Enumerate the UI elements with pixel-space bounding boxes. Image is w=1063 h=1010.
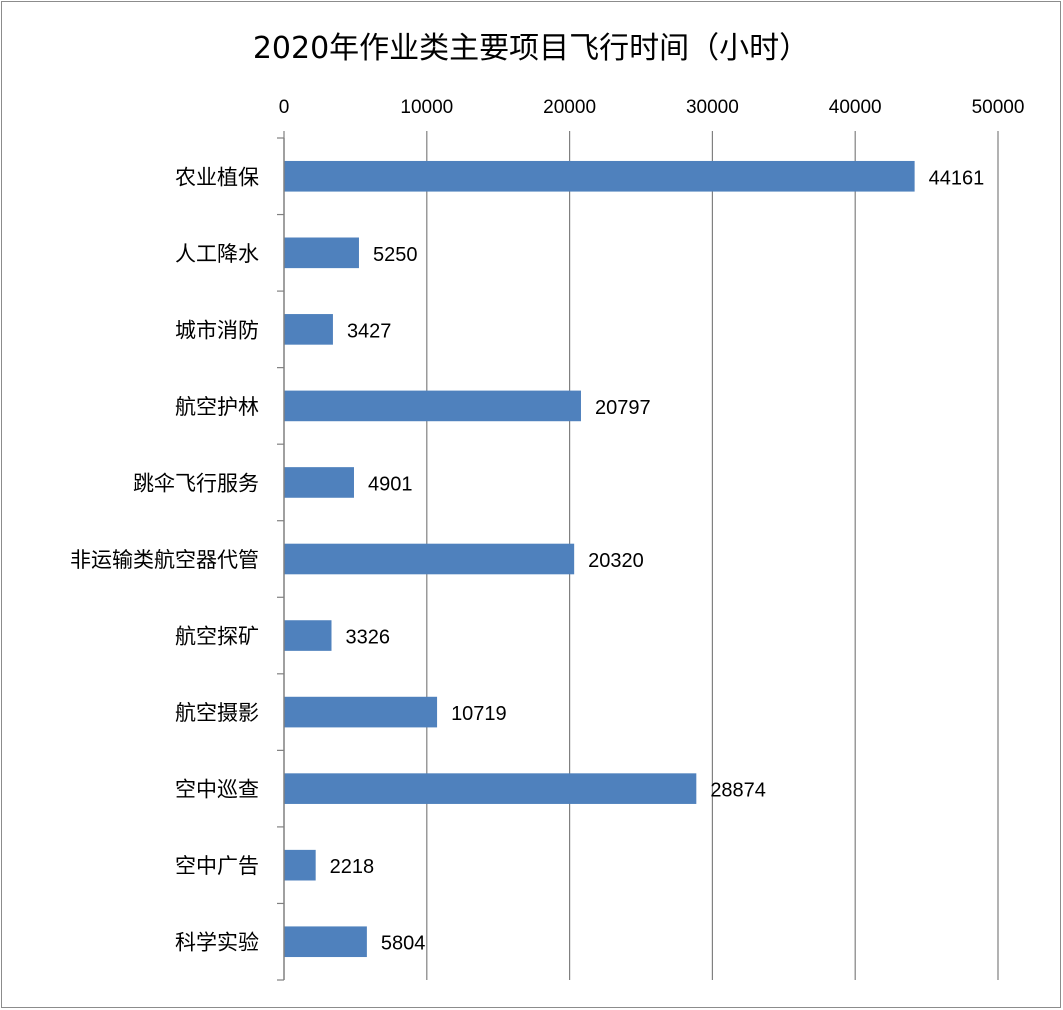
value-label-10: 5804 bbox=[381, 933, 426, 955]
value-label-8: 28874 bbox=[710, 780, 766, 802]
bar-2 bbox=[284, 314, 333, 345]
bar-9 bbox=[284, 849, 316, 881]
category-label-5: 非运输类航空器代管 bbox=[70, 548, 259, 572]
tick-label-30000: 30000 bbox=[686, 97, 739, 118]
tick-label-0: 0 bbox=[279, 97, 290, 118]
value-label-4: 4901 bbox=[368, 473, 413, 495]
bar-8 bbox=[284, 773, 697, 804]
tick-label-20000: 20000 bbox=[543, 97, 596, 118]
category-label-7: 航空摄影 bbox=[175, 701, 259, 725]
category-label-0: 农业植保 bbox=[175, 165, 259, 189]
value-label-7: 10719 bbox=[451, 703, 507, 725]
category-label-8: 空中巡查 bbox=[175, 778, 259, 802]
category-label-9: 空中广告 bbox=[175, 854, 259, 878]
bar-0 bbox=[284, 160, 915, 192]
bar-6 bbox=[284, 620, 332, 651]
category-label-3: 航空护林 bbox=[175, 395, 259, 419]
value-label-5: 20320 bbox=[588, 550, 644, 572]
y-axis bbox=[277, 137, 285, 981]
x-axis-ticks: 0 10000 20000 30000 40000 50000 bbox=[279, 97, 1025, 138]
chart-title: 2020年作业类主要项目飞行时间（小时） bbox=[253, 31, 809, 66]
bar-7 bbox=[284, 696, 438, 728]
category-label-10: 科学实验 bbox=[175, 931, 259, 955]
value-label-9: 2218 bbox=[330, 856, 375, 878]
tick-label-10000: 10000 bbox=[400, 97, 453, 118]
bar-4 bbox=[284, 467, 354, 498]
category-label-1: 人工降水 bbox=[175, 242, 259, 266]
bars bbox=[284, 160, 915, 958]
value-label-0: 44161 bbox=[929, 167, 985, 189]
category-label-6: 航空探矿 bbox=[175, 625, 259, 649]
value-label-2: 3427 bbox=[347, 320, 392, 342]
value-labels: 44161 5250 3427 20797 4901 20320 3326 10719 2887… bbox=[330, 167, 985, 954]
bar-1 bbox=[284, 237, 359, 269]
bar-10 bbox=[284, 926, 367, 958]
tick-label-40000: 40000 bbox=[829, 97, 882, 118]
category-labels: 农业植保人工降水城市消防航空护林跳伞飞行服务非运输类航空器代管航空探矿航空摄影空… bbox=[70, 165, 259, 954]
value-label-3: 20797 bbox=[595, 397, 651, 419]
value-label-1: 5250 bbox=[373, 244, 418, 266]
value-label-6: 3326 bbox=[345, 627, 390, 649]
bar-5 bbox=[284, 543, 575, 575]
tick-label-50000: 50000 bbox=[972, 97, 1025, 118]
category-label-2: 城市消防 bbox=[175, 318, 259, 342]
category-label-4: 跳伞飞行服务 bbox=[133, 471, 259, 495]
bar-3 bbox=[284, 390, 581, 422]
